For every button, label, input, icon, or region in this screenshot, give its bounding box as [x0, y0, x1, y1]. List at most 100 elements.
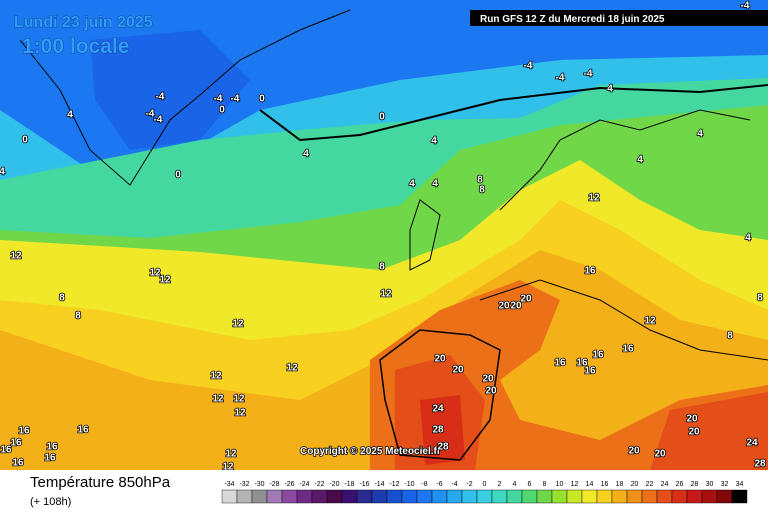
contour-label: 12 — [588, 193, 600, 204]
colorbar-swatch — [446, 489, 463, 504]
contour-label: 4 — [432, 179, 438, 190]
contour-label: 12 — [159, 275, 171, 286]
contour-label: 16 — [554, 358, 566, 369]
colorbar-tick-label: 14 — [586, 481, 594, 488]
contour-label: 20 — [686, 414, 698, 425]
contour-label: 0 — [259, 94, 265, 105]
contour-label: 8 — [477, 175, 483, 186]
contour-label: 20 — [654, 449, 666, 460]
contour-label: 28 — [432, 425, 444, 436]
contour-label: 4 — [409, 179, 415, 190]
colorbar-swatch — [491, 489, 508, 504]
colorbar-swatch — [716, 489, 733, 504]
colorbar-tick-label: 34 — [736, 481, 744, 488]
contour-label: -4 — [556, 73, 565, 84]
colorbar-tick-label: -2 — [466, 481, 472, 488]
contour-label: 8 — [59, 293, 65, 304]
colorbar-swatch — [386, 489, 403, 504]
colorbar-tick-label: 2 — [498, 481, 502, 488]
contour-label: 8 — [479, 185, 485, 196]
colorbar-swatch — [596, 489, 613, 504]
contour-label: 8 — [75, 311, 81, 322]
copyright: Copyright © 2025 Meteociel.fr — [300, 446, 441, 457]
colorbar-swatch — [506, 489, 523, 504]
contour-label: 16 — [0, 445, 12, 456]
run-box — [470, 10, 768, 26]
colorbar-tick-label: 12 — [571, 481, 579, 488]
contour-label: 0 — [379, 112, 385, 123]
contour-label: 28 — [437, 442, 449, 453]
contour-label: 16 — [584, 266, 596, 277]
contour-label: 28 — [754, 459, 766, 470]
colorbar-tick-label: 24 — [661, 481, 669, 488]
contour-label: 16 — [46, 442, 58, 453]
contour-label: 12 — [232, 319, 244, 330]
contour-label: 16 — [12, 458, 24, 469]
contour-label: 12 — [644, 316, 656, 327]
contour-label: 4 — [637, 155, 643, 166]
contour-label: 12 — [210, 371, 222, 382]
contour-label: 20 — [520, 294, 532, 305]
contour-label: -4 — [231, 94, 240, 105]
colorbar-tick-label: -8 — [421, 481, 427, 488]
contour-label: 20 — [434, 354, 446, 365]
colorbar-swatch — [521, 489, 538, 504]
colorbar-tick-label: -16 — [359, 481, 369, 488]
colorbar-tick-label: 6 — [528, 481, 532, 488]
footer-title: Température 850hPa — [30, 474, 171, 491]
contour-label: 4 — [67, 110, 73, 121]
colorbar-tick-label: -28 — [269, 481, 279, 488]
colorbar-swatch — [221, 489, 238, 504]
colorbar-swatch — [296, 489, 313, 504]
footer-lead: (+ 108h) — [30, 496, 71, 508]
contour-label: 20 — [510, 301, 522, 312]
colorbar-swatch — [251, 489, 268, 504]
contour-label: -4 — [146, 109, 155, 120]
contour-label: -4 — [741, 1, 750, 12]
colorbar-swatch — [566, 489, 583, 504]
contour-label: 20 — [482, 374, 494, 385]
colorbar-tick-label: -10 — [404, 481, 414, 488]
contour-label: 20 — [485, 386, 497, 397]
contour-label: 12 — [10, 251, 22, 262]
contour-label: 24 — [432, 404, 444, 415]
contour-label: 0 — [22, 135, 28, 146]
contour-label: -4 — [584, 69, 593, 80]
contour-label: 12 — [149, 268, 161, 279]
colorbar-tick-label: -22 — [314, 481, 324, 488]
colorbar-swatch — [611, 489, 628, 504]
colorbar-swatch — [686, 489, 703, 504]
contour-label: 12 — [225, 449, 237, 460]
colorbar-tick-label: 30 — [706, 481, 714, 488]
colorbar-tick-label: -20 — [329, 481, 339, 488]
colorbar-tick-label: 18 — [616, 481, 624, 488]
contour-label: 4 — [431, 136, 437, 147]
contour-label: 16 — [584, 366, 596, 377]
contour-label: 16 — [10, 438, 22, 449]
contour-label: 12 — [234, 408, 246, 419]
contour-label: 0 — [219, 105, 225, 116]
contour-label: 20 — [628, 446, 640, 457]
colorbar-swatch — [281, 489, 298, 504]
contour-label: -4 — [524, 61, 533, 72]
contour-label: 20 — [452, 365, 464, 376]
colorbar-tick-label: -14 — [374, 481, 384, 488]
colorbar-swatch — [371, 489, 388, 504]
colorbar-tick-label: 28 — [691, 481, 699, 488]
contour-label: -4 — [154, 115, 163, 126]
colorbar-swatch — [356, 489, 373, 504]
colorbar-tick-label: -26 — [284, 481, 294, 488]
colorbar-tick-label: 10 — [556, 481, 564, 488]
colorbar-swatch — [731, 489, 748, 504]
colorbar-swatch — [626, 489, 643, 504]
colorbar-swatch — [341, 489, 358, 504]
colorbar-swatch — [266, 489, 283, 504]
contour-label: 4 — [303, 149, 309, 160]
contour-label: 8 — [757, 293, 763, 304]
colorbar-swatch — [461, 489, 478, 504]
colorbar-tick-label: 22 — [646, 481, 654, 488]
contour-label: 16 — [18, 426, 30, 437]
contour-label: 12 — [212, 394, 224, 405]
colorbar-swatch — [326, 489, 343, 504]
